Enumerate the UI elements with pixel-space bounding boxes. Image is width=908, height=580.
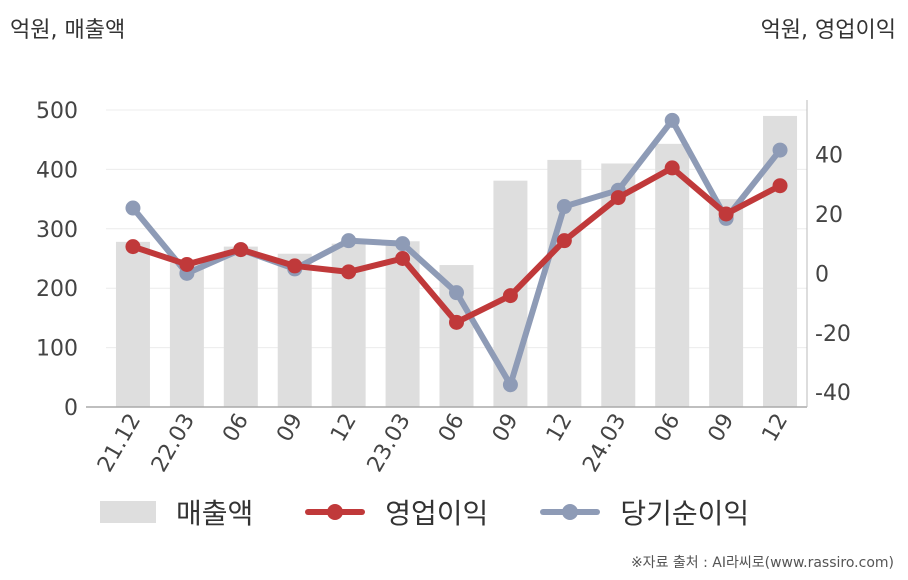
source-note: ※자료 출처 : AI라씨로(www.rassiro.com): [630, 555, 894, 571]
x-tick-label: 12: [326, 410, 362, 447]
operating-profit-point: [395, 251, 411, 266]
operating-profit-point: [718, 206, 734, 222]
x-tick-label: 09: [704, 410, 740, 447]
legend-item-net-income: 당기순이익: [540, 492, 749, 532]
right-tick-label: 0: [815, 262, 829, 287]
operating-profit-point: [179, 256, 195, 272]
net-income-point: [449, 285, 464, 301]
operating-profit-point: [772, 178, 788, 194]
left-tick-label: 100: [36, 337, 78, 362]
net-income-point: [502, 377, 518, 393]
x-tick-label: 22.03: [147, 410, 200, 477]
net-income-point: [395, 236, 411, 252]
revenue-bar: [169, 262, 204, 407]
operating-profit-point: [502, 288, 518, 304]
legend-label-revenue: 매출액: [176, 497, 254, 530]
legend-label-operating-profit: 영업이익: [385, 497, 489, 530]
operating-profit-point: [664, 160, 680, 176]
profit-lines: [125, 112, 788, 393]
net-income-point: [772, 142, 788, 158]
revenue-bar: [709, 199, 744, 407]
legend-item-operating-profit: 영업이익: [305, 492, 488, 532]
net-income-point: [664, 112, 680, 128]
left-tick-label: 200: [36, 277, 78, 302]
legend: 매출액 영업이익 당기순이익: [100, 492, 801, 532]
operating-profit-point: [610, 190, 626, 206]
x-tick-label: 06: [650, 410, 686, 447]
x-tick-label: 21.12: [93, 410, 146, 477]
x-tick-label: 06: [218, 410, 254, 447]
left-tick-label: 400: [36, 158, 78, 183]
right-tick-label: -40: [815, 381, 851, 406]
legend-item-revenue: 매출액: [100, 492, 253, 532]
operating-profit-point: [287, 258, 303, 274]
x-tick-label: 23.03: [363, 410, 416, 477]
operating-profit-point: [556, 233, 572, 249]
operating-profit-point: [233, 242, 249, 258]
revenue-bar: [223, 246, 258, 407]
revenue-bar: [547, 159, 582, 407]
x-tick-label: 09: [272, 410, 308, 447]
legend-swatch-operating-profit: [305, 501, 366, 523]
operating-profit-point: [449, 314, 464, 330]
revenue-bar: [763, 115, 798, 407]
legend-swatch-revenue: [100, 501, 156, 523]
right-axis-unit: 억원, 영업이익: [760, 18, 896, 43]
legend-label-net-income: 당기순이익: [620, 497, 750, 530]
x-tick-label: 06: [434, 410, 470, 447]
left-tick-label: 300: [36, 218, 78, 243]
net-income-point: [341, 233, 357, 249]
net-income-point: [556, 199, 572, 215]
legend-swatch-net-income: [540, 501, 601, 523]
operating-profit-point: [341, 264, 357, 280]
left-tick-label: 500: [36, 99, 78, 124]
revenue-bar: [385, 241, 420, 407]
right-tick-label: -20: [815, 322, 851, 347]
x-tick-label: 24.03: [578, 410, 631, 477]
revenue-bar: [115, 241, 150, 407]
x-tick-label: 12: [758, 410, 794, 447]
left-tick-label: 0: [64, 396, 78, 421]
right-tick-label: 20: [815, 203, 843, 228]
axes: [86, 100, 808, 408]
x-tick-label: 12: [542, 410, 578, 447]
revenue-bar: [277, 253, 312, 407]
combo-chart: 0 100 200 300 400 500 -40 -20 0 20 40 21.12 22.03 06 0…: [36, 99, 851, 477]
revenue-bars: [115, 115, 798, 407]
net-income-point: [125, 200, 141, 216]
operating-profit-point: [125, 239, 141, 255]
left-axis-unit: 억원, 매출액: [10, 18, 126, 43]
right-tick-label: 40: [815, 144, 843, 169]
revenue-bar: [655, 143, 690, 407]
x-tick-label: 09: [488, 410, 524, 447]
